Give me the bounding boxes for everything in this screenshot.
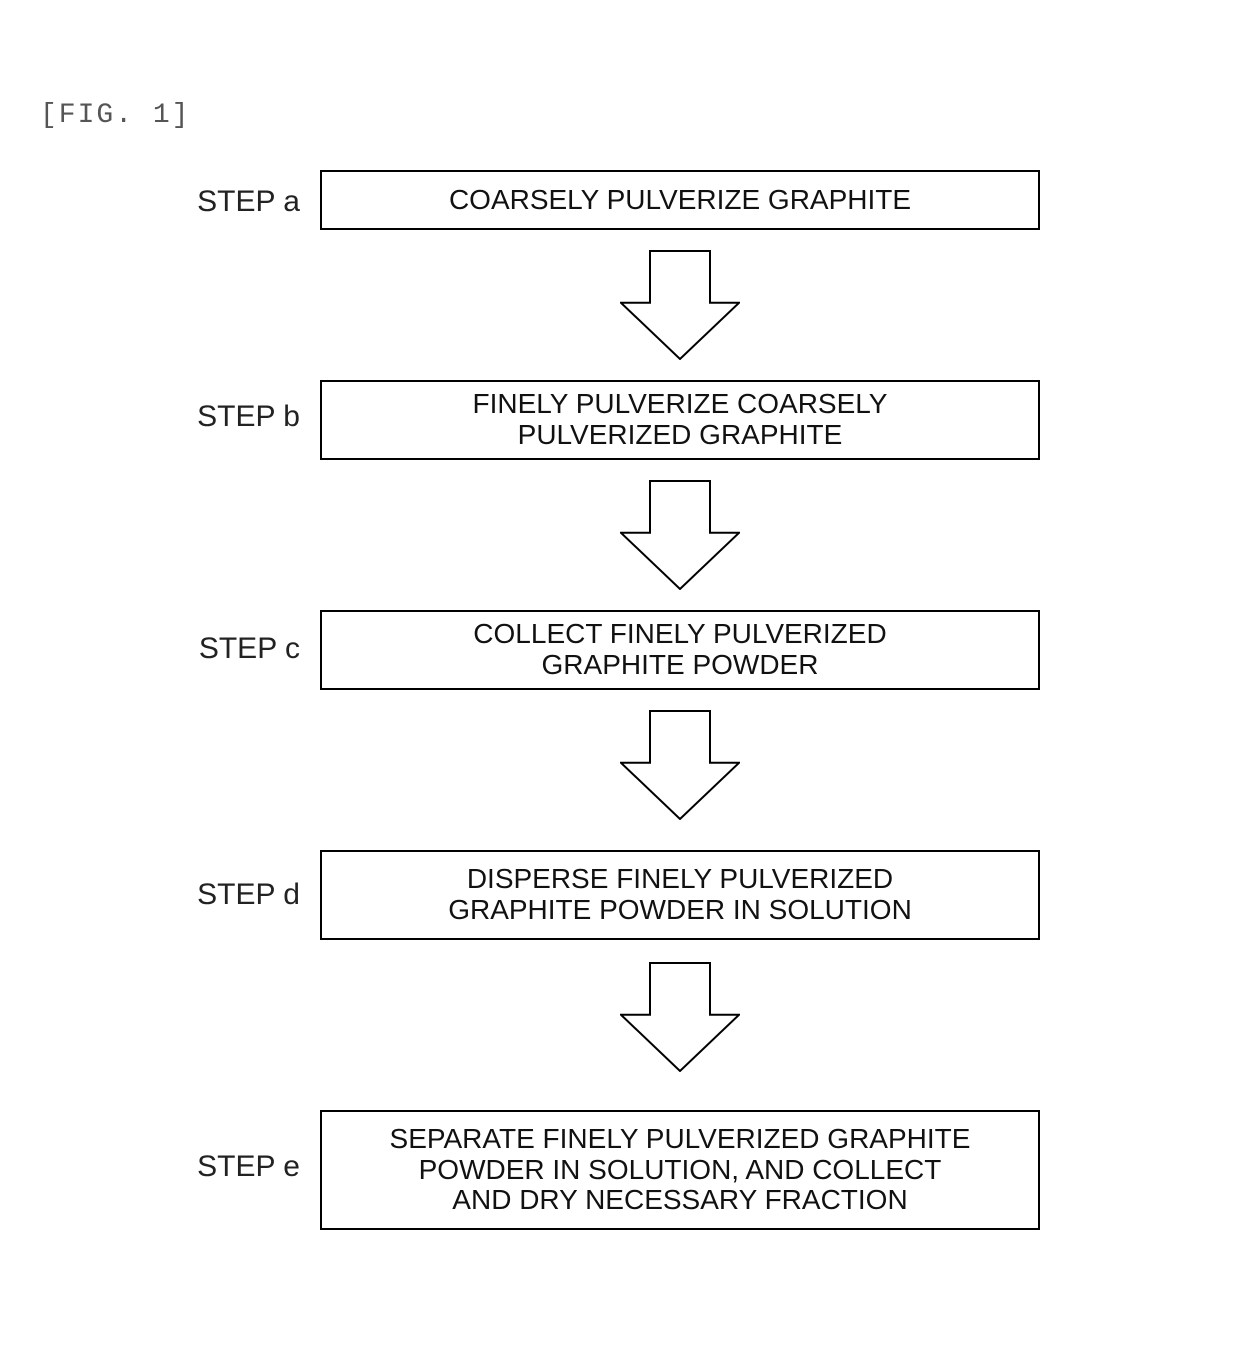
step-label-a: STEP a xyxy=(180,185,300,219)
page: [FIG. 1] STEP a COARSELY PULVERIZE GRAPH… xyxy=(0,0,1240,1354)
step-label-d: STEP d xyxy=(180,878,300,912)
arrow-a-b xyxy=(620,250,740,360)
step-box-e: SEPARATE FINELY PULVERIZED GRAPHITE POWD… xyxy=(320,1110,1040,1230)
arrow-c-d xyxy=(620,710,740,820)
step-label-b: STEP b xyxy=(180,400,300,434)
step-box-b: FINELY PULVERIZE COARSELY PULVERIZED GRA… xyxy=(320,380,1040,460)
step-label-e: STEP e xyxy=(180,1150,300,1184)
step-box-a: COARSELY PULVERIZE GRAPHITE xyxy=(320,170,1040,230)
figure-label: [FIG. 1] xyxy=(40,100,190,131)
arrow-b-c xyxy=(620,480,740,590)
step-box-c: COLLECT FINELY PULVERIZED GRAPHITE POWDE… xyxy=(320,610,1040,690)
arrow-d-e xyxy=(620,962,740,1072)
step-box-d: DISPERSE FINELY PULVERIZED GRAPHITE POWD… xyxy=(320,850,1040,940)
step-label-c: STEP c xyxy=(180,632,300,666)
